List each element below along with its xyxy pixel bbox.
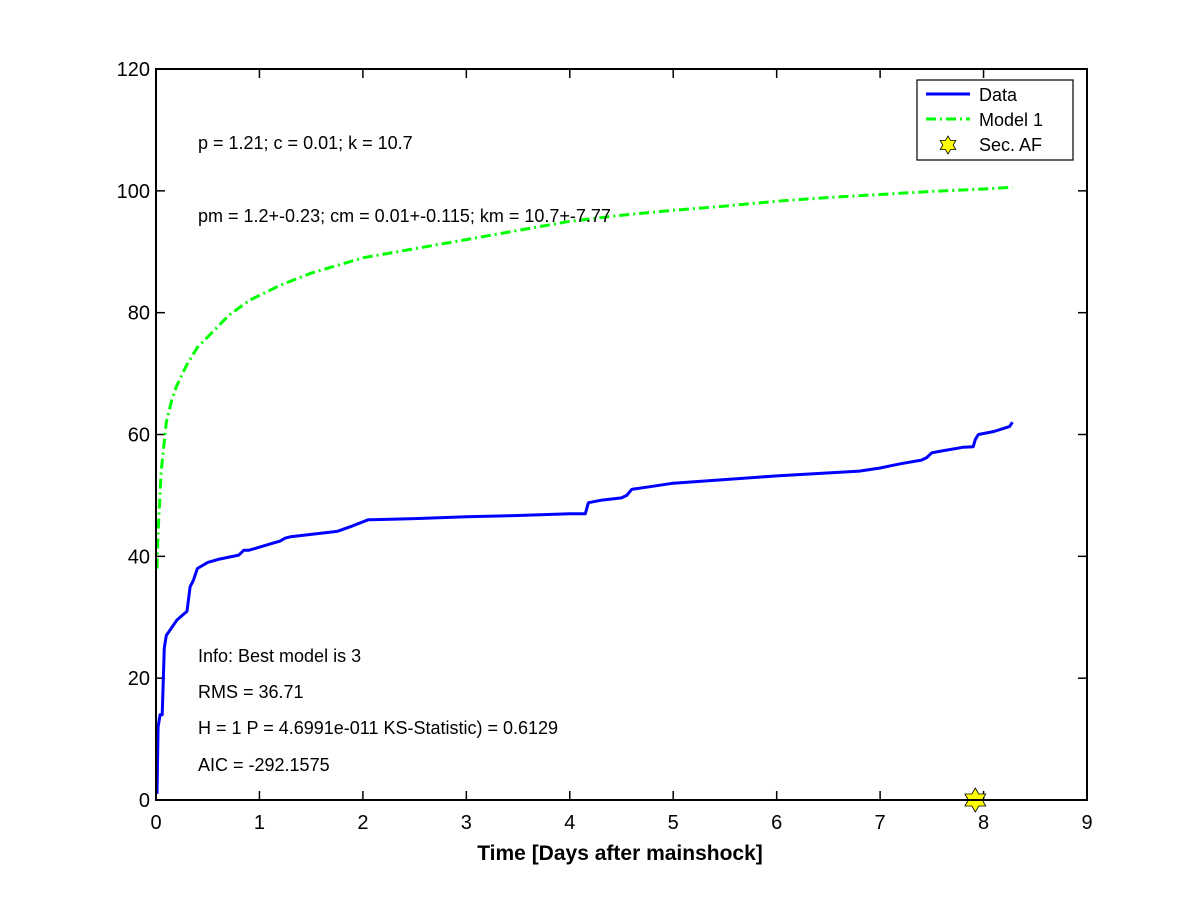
y-tick-label: 40 xyxy=(128,546,150,568)
x-tick-label: 4 xyxy=(564,812,575,834)
x-tick-label: 9 xyxy=(1081,812,1092,834)
aic-annotation: AIC = -292.1575 xyxy=(198,755,330,775)
x-tick-label: 5 xyxy=(668,812,679,834)
x-tick-label: 8 xyxy=(978,812,989,834)
x-tick-label: 6 xyxy=(771,812,782,834)
legend-secaf-label: Sec. AF xyxy=(979,135,1042,155)
plot-frame xyxy=(155,68,1088,801)
series-layer xyxy=(155,185,1014,794)
x-tick-label: 2 xyxy=(357,812,368,834)
y-tick-label: 60 xyxy=(128,425,150,447)
y-tick-label: 0 xyxy=(139,790,150,812)
x-axis-title: Time [Days after mainshock] xyxy=(477,842,763,865)
x-tick-label: 0 xyxy=(150,812,161,834)
y-tick-label: 80 xyxy=(128,303,150,325)
ks-annotation: H = 1 P = 4.6991e-011 KS-Statistic) = 0.… xyxy=(198,718,558,738)
legend: Data Model 1 Sec. AF xyxy=(916,79,1074,161)
y-tick-label: 120 xyxy=(117,59,150,81)
legend-data-label: Data xyxy=(979,85,1018,105)
axis-ticks: 0 1 2 3 4 5 6 7 8 9 0 20 40 60 80 100 120 xyxy=(117,59,1093,834)
plot-area xyxy=(156,69,1087,800)
y-tick-label: 100 xyxy=(117,181,150,203)
rms-annotation: RMS = 36.71 xyxy=(198,682,304,702)
model-1-series-line xyxy=(155,185,1013,569)
params-m-annotation: pm = 1.2+-0.23; cm = 0.01+-0.115; km = 1… xyxy=(198,206,611,226)
legend-star-icon xyxy=(939,135,957,155)
x-tick-label: 1 xyxy=(254,812,265,834)
x-tick-label: 3 xyxy=(461,812,472,834)
y-tick-label: 20 xyxy=(128,668,150,690)
legend-model-label: Model 1 xyxy=(979,110,1043,130)
info-annotation: Info: Best model is 3 xyxy=(198,646,361,666)
x-tick-label: 7 xyxy=(875,812,886,834)
params-annotation: p = 1.21; c = 0.01; k = 10.7 xyxy=(198,133,413,153)
data-series-line xyxy=(155,421,1014,794)
